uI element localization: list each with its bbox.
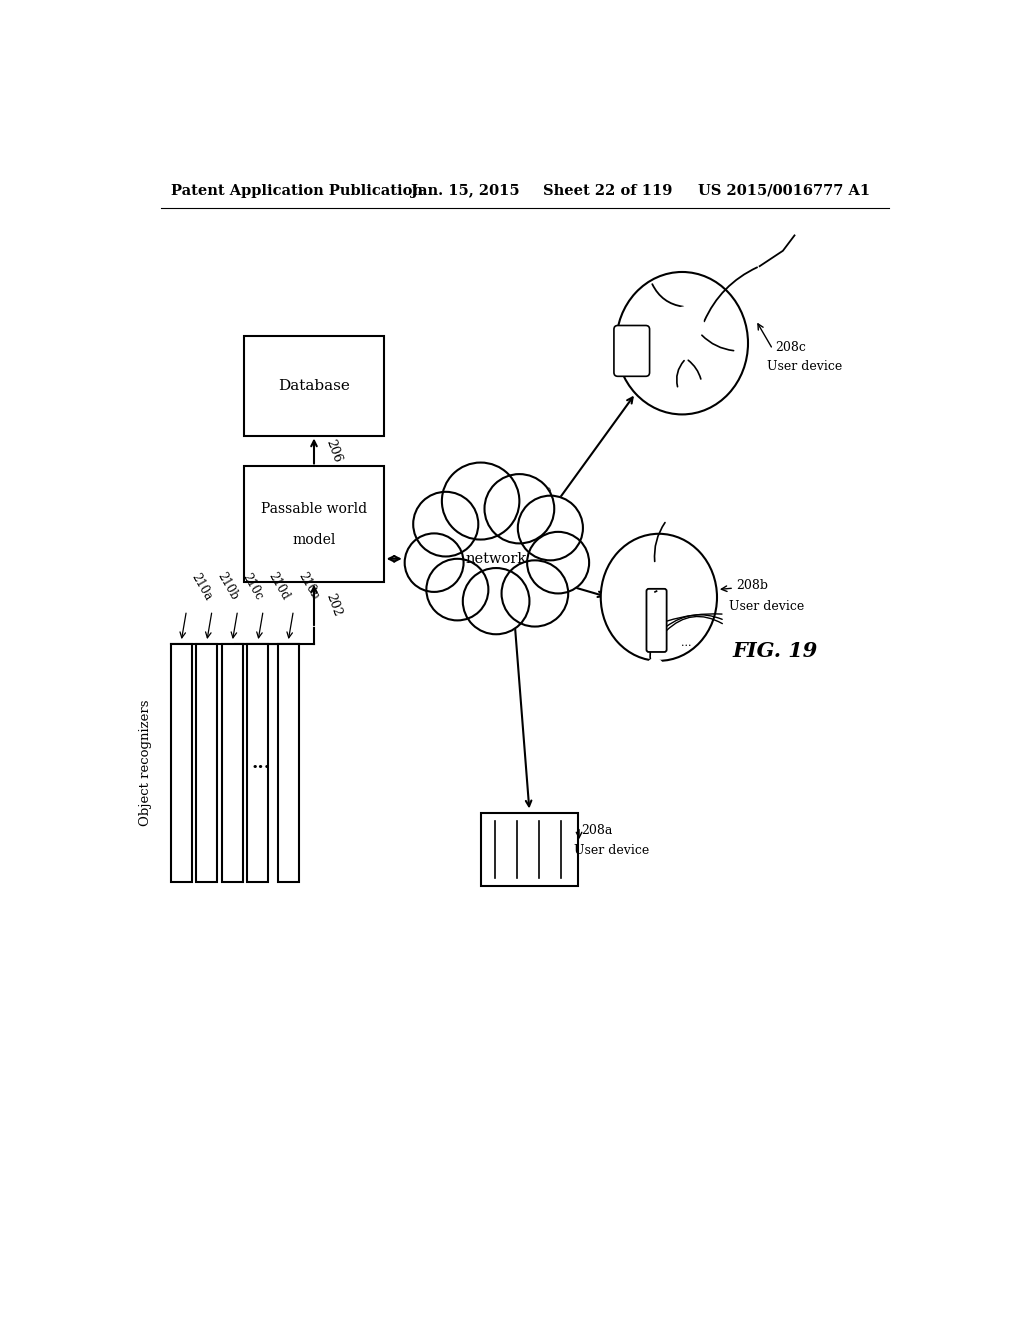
FancyBboxPatch shape <box>197 644 217 882</box>
FancyBboxPatch shape <box>222 644 243 882</box>
FancyBboxPatch shape <box>480 813 578 886</box>
Text: 208c: 208c <box>775 341 806 354</box>
Text: 208b: 208b <box>736 579 768 593</box>
FancyBboxPatch shape <box>646 589 667 652</box>
Ellipse shape <box>601 533 717 661</box>
FancyBboxPatch shape <box>614 326 649 376</box>
Circle shape <box>649 572 662 585</box>
Circle shape <box>641 564 669 591</box>
Circle shape <box>404 533 464 591</box>
Text: 210d: 210d <box>265 570 292 603</box>
Text: ...: ... <box>681 639 691 648</box>
Text: 210c: 210c <box>240 572 265 603</box>
Text: 208a: 208a <box>582 825 612 837</box>
Text: Sheet 22 of 119: Sheet 22 of 119 <box>543 183 672 198</box>
Text: ...: ... <box>252 754 271 772</box>
Text: network: network <box>466 552 526 566</box>
Text: Database: Database <box>279 379 350 392</box>
Text: model: model <box>292 532 336 546</box>
Text: Passable world: Passable world <box>261 502 367 516</box>
Ellipse shape <box>616 272 748 414</box>
Text: User device: User device <box>573 843 649 857</box>
Circle shape <box>442 462 519 540</box>
Text: 204: 204 <box>535 486 555 512</box>
Circle shape <box>426 558 488 620</box>
Circle shape <box>527 532 589 594</box>
Text: 202: 202 <box>324 591 344 618</box>
FancyBboxPatch shape <box>278 644 299 882</box>
Text: 210a: 210a <box>188 570 215 603</box>
Circle shape <box>647 659 663 675</box>
Circle shape <box>669 308 703 341</box>
Circle shape <box>518 495 583 560</box>
Circle shape <box>414 492 478 557</box>
Text: Object recognizers: Object recognizers <box>138 700 152 826</box>
Circle shape <box>502 560 568 627</box>
Circle shape <box>463 568 529 635</box>
Text: User device: User device <box>729 601 804 612</box>
Text: US 2015/0016777 A1: US 2015/0016777 A1 <box>697 183 869 198</box>
FancyBboxPatch shape <box>248 644 268 882</box>
Text: Jan. 15, 2015: Jan. 15, 2015 <box>411 183 519 198</box>
Text: Patent Application Publication: Patent Application Publication <box>171 183 423 198</box>
FancyBboxPatch shape <box>171 644 191 882</box>
Text: 210n: 210n <box>296 570 322 603</box>
Text: 206: 206 <box>324 437 344 465</box>
Text: 210b: 210b <box>214 570 241 603</box>
Circle shape <box>484 474 554 544</box>
Circle shape <box>677 314 695 333</box>
Text: FIG. 19: FIG. 19 <box>732 642 818 661</box>
Text: User device: User device <box>767 360 843 372</box>
FancyBboxPatch shape <box>245 335 384 436</box>
FancyBboxPatch shape <box>245 466 384 582</box>
